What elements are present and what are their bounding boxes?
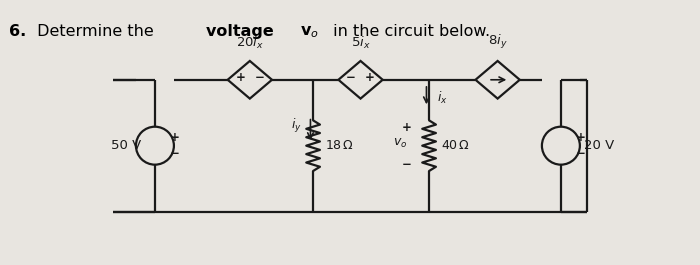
Text: $8i_y$: $8i_y$ — [488, 33, 508, 51]
Text: $\mathbf{v}_o$: $\mathbf{v}_o$ — [300, 24, 318, 39]
Text: +: + — [365, 71, 375, 84]
Text: $i_x$: $i_x$ — [437, 90, 448, 106]
Text: $20i_x$: $20i_x$ — [236, 35, 264, 51]
Text: $40\,\Omega$: $40\,\Omega$ — [441, 139, 470, 152]
Text: 50 V: 50 V — [111, 139, 141, 152]
Text: −: − — [402, 158, 412, 171]
Text: −: − — [170, 147, 180, 160]
Text: $i_y$: $i_y$ — [290, 117, 302, 135]
Text: 20 V: 20 V — [584, 139, 614, 152]
Text: −: − — [254, 71, 265, 84]
Text: +: + — [402, 121, 412, 134]
Text: $18\,\Omega$: $18\,\Omega$ — [325, 139, 354, 152]
Text: 6.: 6. — [9, 24, 27, 39]
Text: +: + — [235, 71, 245, 84]
Text: +: + — [576, 131, 586, 144]
Text: +: + — [170, 131, 180, 144]
Text: $5i_x$: $5i_x$ — [351, 35, 370, 51]
Text: −: − — [576, 147, 586, 160]
Text: $v_o$: $v_o$ — [393, 136, 407, 150]
Text: Determine the: Determine the — [32, 24, 158, 39]
Text: voltage: voltage — [206, 24, 280, 39]
Text: −: − — [346, 71, 356, 84]
Text: in the circuit below.: in the circuit below. — [328, 24, 490, 39]
